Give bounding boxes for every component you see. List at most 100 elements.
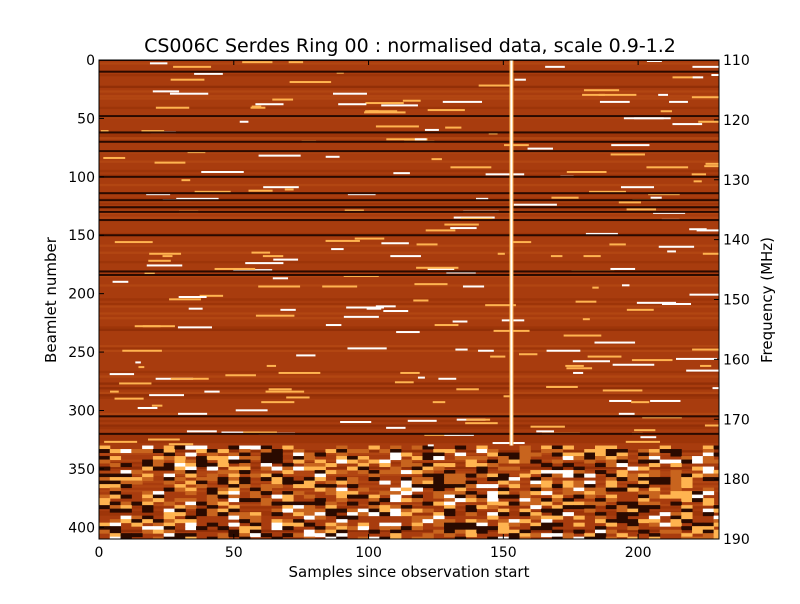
- heatmap-cell: [530, 491, 542, 496]
- heatmap-cell: [347, 515, 359, 520]
- heatmap-cell: [228, 466, 240, 471]
- heatmap-cell: [303, 477, 316, 482]
- heatmap-cell: [476, 484, 488, 489]
- heatmap-cell: [411, 484, 423, 489]
- heatmap-cell: [271, 508, 283, 513]
- heatmap-cell: [282, 501, 294, 506]
- heatmap-dash: [258, 154, 301, 157]
- heatmap-cell: [282, 533, 294, 538]
- heatmap-cell: [120, 480, 132, 485]
- heatmap-dash: [148, 438, 180, 441]
- heatmap-cell: [595, 501, 607, 506]
- heatmap-cell: [530, 498, 542, 503]
- heatmap-cell: [196, 445, 208, 450]
- heatmap-cell: [595, 445, 607, 450]
- heatmap-cell: [648, 480, 661, 485]
- heatmap-cell: [120, 484, 132, 489]
- heatmap-cell: [530, 522, 542, 527]
- heatmap-cell: [271, 484, 283, 489]
- y-tick-label: 350: [68, 462, 95, 478]
- heatmap-cell: [174, 533, 186, 538]
- heatmap-dash: [434, 324, 459, 327]
- heatmap-cell: [314, 501, 326, 506]
- heatmap-cell: [487, 473, 499, 478]
- heatmap-dash: [176, 197, 219, 200]
- heatmap-cell: [185, 522, 197, 527]
- heatmap-cell: [357, 466, 370, 471]
- heatmap-cell: [206, 522, 219, 527]
- heatmap-cell: [476, 470, 488, 475]
- heatmap-dash: [686, 369, 719, 372]
- heatmap-cell: [465, 512, 477, 517]
- heatmap-cell: [638, 505, 650, 510]
- heatmap-cell: [303, 512, 316, 517]
- heatmap-row: [99, 232, 719, 236]
- heatmap-cell: [196, 459, 208, 464]
- heatmap-cell: [271, 459, 283, 464]
- heatmap-dash: [413, 299, 429, 302]
- heatmap-cell: [228, 445, 240, 450]
- heatmap-row: [99, 284, 719, 287]
- heatmap-cell: [336, 456, 348, 461]
- heatmap-cell: [142, 526, 154, 531]
- heatmap-cell: [368, 536, 380, 539]
- heatmap-dash: [394, 381, 414, 384]
- heatmap-cell: [142, 529, 154, 534]
- heatmap-cell: [260, 456, 273, 461]
- heatmap-cell: [713, 519, 719, 524]
- heatmap-cell: [120, 533, 132, 538]
- heatmap-cell: [692, 466, 704, 471]
- heatmap-cell: [411, 456, 423, 461]
- heatmap-cell: [163, 463, 175, 468]
- heatmap-cell: [519, 501, 531, 506]
- heatmap-dash: [402, 99, 421, 102]
- heatmap-cell: [249, 445, 262, 450]
- heatmap-cell: [670, 459, 682, 464]
- heatmap-cell: [541, 515, 553, 520]
- heatmap-cell: [648, 501, 661, 506]
- heatmap-cell: [99, 477, 111, 482]
- heatmap-cell: [249, 519, 262, 524]
- heatmap-cell: [271, 466, 283, 471]
- heatmap-cell: [476, 526, 488, 531]
- heatmap-cell: [120, 449, 132, 454]
- heatmap-cell: [368, 459, 380, 464]
- heatmap-cell: [702, 470, 715, 475]
- heatmap-cell: [670, 515, 682, 520]
- heatmap-cell: [368, 473, 380, 478]
- y-tick-label: 300: [68, 403, 95, 419]
- heatmap-row: [99, 326, 719, 329]
- heatmap-cell: [595, 470, 607, 475]
- heatmap-cell: [109, 508, 122, 513]
- y2-tick-label: 170: [723, 412, 750, 428]
- heatmap-cell: [670, 501, 682, 506]
- heatmap-cell: [163, 533, 175, 538]
- heatmap-cell: [681, 515, 693, 520]
- heatmap-cell: [562, 484, 574, 489]
- heatmap-cell: [692, 498, 704, 503]
- heatmap-cell: [152, 463, 165, 468]
- heatmap-cell: [314, 529, 326, 534]
- heatmap-row: [99, 207, 719, 210]
- heatmap-dash: [585, 232, 618, 235]
- heatmap-cell: [163, 501, 175, 506]
- heatmap-cell: [314, 473, 326, 478]
- heatmap-cell: [433, 515, 445, 520]
- heatmap-cell: [616, 501, 628, 506]
- heatmap-dash: [225, 374, 256, 377]
- heatmap-dash: [705, 162, 719, 165]
- heatmap-cell: [174, 508, 186, 513]
- heatmap-cell: [530, 480, 542, 485]
- heatmap-row: [99, 317, 719, 320]
- heatmap-dash: [407, 419, 437, 422]
- heatmap-cell: [142, 508, 154, 513]
- heatmap-cell: [541, 526, 553, 531]
- heatmap-cell: [347, 459, 359, 464]
- heatmap-cell: [454, 473, 467, 478]
- heatmap-cell: [444, 508, 456, 513]
- heatmap-cell: [271, 480, 283, 485]
- heatmap-cell: [584, 508, 596, 513]
- heatmap-dash: [424, 128, 439, 131]
- heatmap-cell: [659, 480, 671, 485]
